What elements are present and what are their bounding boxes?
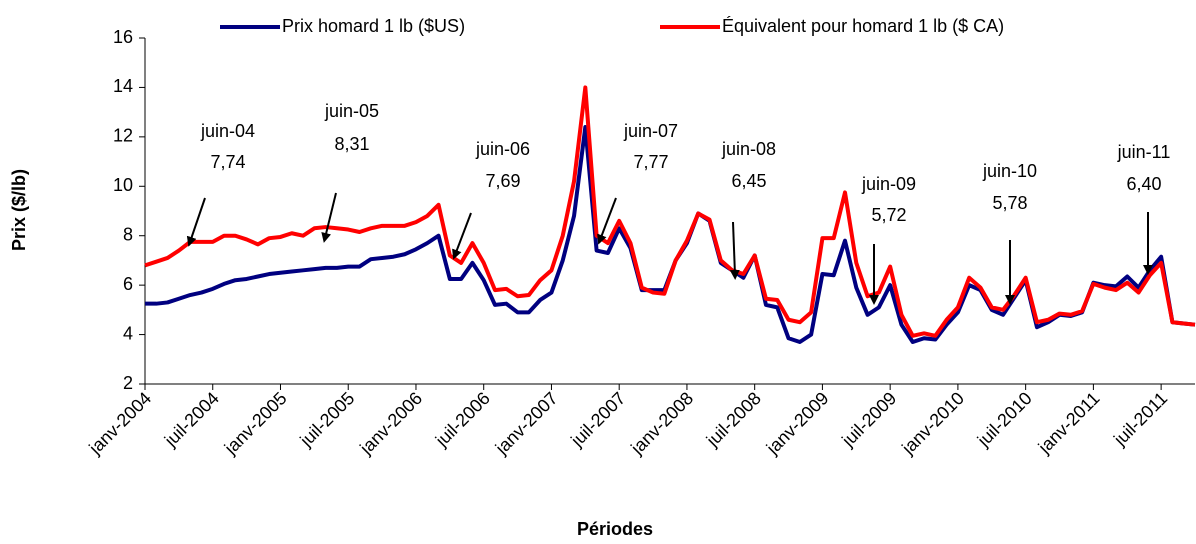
annotation-value: 6,45 — [731, 171, 766, 191]
x-tick-label: juil-2006 — [431, 388, 494, 451]
x-tick-label: janv-2010 — [897, 388, 968, 459]
x-tick-label: janv-2009 — [762, 388, 833, 459]
annotation-label: juin-08 — [721, 139, 776, 159]
legend-label: Équivalent pour homard 1 lb ($ CA) — [722, 16, 1004, 36]
y-tick-label: 10 — [113, 175, 133, 195]
x-tick-label: juil-2009 — [837, 388, 900, 451]
annotation-label: juin-09 — [861, 174, 916, 194]
x-tick-label: juil-2005 — [295, 388, 358, 451]
annotation-label: juin-11 — [1117, 142, 1171, 162]
y-axis-label: Prix ($/lb) — [9, 169, 29, 251]
y-tick-label: 6 — [123, 274, 133, 294]
annotation-value: 7,77 — [633, 152, 668, 172]
annotation-label: juin-07 — [623, 121, 678, 141]
annotation-label: juin-05 — [324, 101, 379, 121]
y-tick-label: 14 — [113, 76, 133, 96]
annotation-label: juin-04 — [200, 121, 255, 141]
x-tick-label: janv-2004 — [84, 388, 155, 459]
x-tick-label: juil-2011 — [1109, 388, 1171, 450]
y-tick-label: 16 — [113, 27, 133, 47]
annotation-arrow — [729, 221, 740, 280]
y-tick-label: 12 — [113, 126, 133, 146]
annotation-label: juin-06 — [475, 139, 530, 159]
x-axis-label: Périodes — [577, 519, 653, 539]
annotation-arrow — [321, 192, 337, 243]
x-tick-label: janv-2006 — [355, 388, 426, 459]
x-tick-label: juil-2004 — [160, 388, 223, 451]
x-tick-label: janv-2005 — [220, 388, 291, 459]
x-tick-label: janv-2011 — [1034, 388, 1104, 458]
x-tick-label: janv-2008 — [626, 388, 697, 459]
annotation-value: 7,69 — [485, 171, 520, 191]
y-tick-label: 2 — [123, 373, 133, 393]
y-tick-label: 8 — [123, 224, 133, 244]
annotation-arrow — [452, 212, 472, 260]
annotation-value: 5,78 — [992, 193, 1027, 213]
x-tick-label: juil-2007 — [566, 388, 629, 451]
y-tick-label: 4 — [123, 323, 133, 343]
annotation-label: juin-10 — [982, 161, 1037, 181]
annotation-arrow — [186, 197, 206, 247]
legend-label: Prix homard 1 lb ($US) — [282, 16, 465, 36]
x-tick-label: juil-2008 — [702, 388, 765, 451]
series-line — [144, 85, 1196, 338]
annotation-value: 8,31 — [334, 134, 369, 154]
annotation-value: 6,40 — [1126, 174, 1161, 194]
annotation-value: 5,72 — [871, 205, 906, 225]
x-tick-label: juil-2010 — [973, 388, 1036, 451]
annotation-arrow — [597, 197, 617, 245]
annotation-value: 7,74 — [210, 152, 245, 172]
x-tick-label: janv-2007 — [491, 388, 562, 459]
